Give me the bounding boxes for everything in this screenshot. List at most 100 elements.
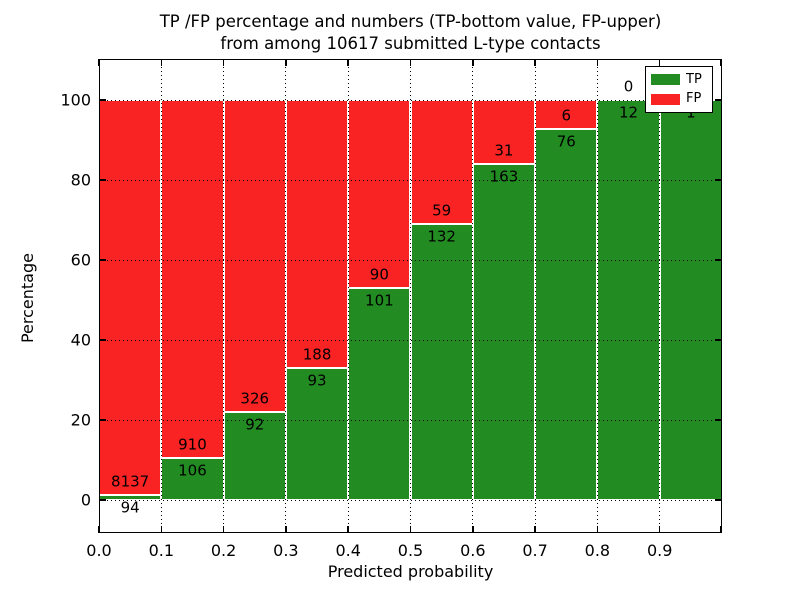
bar-tp-count-label: 76: [556, 132, 576, 151]
bar-tp-segment: [161, 458, 224, 500]
bar-fp-count-label: 910: [178, 435, 207, 454]
x-tick-label: 0.9: [646, 541, 673, 560]
axis-tick-right: [715, 99, 722, 101]
axis-tick-top: [409, 59, 412, 66]
axis-tick-right: [715, 259, 722, 261]
bar-fp-count-label: 59: [432, 201, 452, 220]
axis-tick-bottom: [222, 526, 225, 533]
axis-tick-left: [99, 499, 106, 501]
fp-legend-swatch: [651, 93, 680, 105]
axis-tick-bottom: [98, 526, 100, 533]
axis-tick-top: [347, 59, 349, 66]
axis-tick-left: [99, 259, 106, 261]
y-tick-label: 100: [60, 90, 91, 110]
chart-title-line2: from among 10617 submitted L-type contac…: [220, 34, 601, 53]
axis-tick-bottom: [534, 526, 536, 533]
y-tick-label: 40: [70, 330, 91, 350]
bar-fp-segment: [223, 100, 286, 412]
y-tick-label: 80: [70, 170, 91, 190]
axis-tick-bottom: [719, 526, 722, 533]
axis-tick-top: [658, 59, 661, 66]
x-tick-label: 0.6: [460, 541, 486, 560]
y-tick-label: 0: [80, 490, 91, 510]
axis-tick-bottom: [285, 526, 287, 533]
bar-fp-segment: [99, 100, 162, 496]
chart-title: TP /FP percentage and numbers (TP-bottom…: [99, 11, 722, 55]
bar-fp-segment: [472, 100, 536, 164]
axis-tick-bottom: [160, 526, 163, 533]
axis-tick-bottom: [472, 526, 474, 533]
bar-tp-segment: [472, 163, 536, 500]
bar-tp-segment: [223, 411, 286, 500]
gridline-v: [659, 59, 661, 533]
gridline-v: [534, 59, 536, 533]
x-tick-label: 0.0: [86, 541, 112, 560]
bar-tp-segment: [535, 129, 598, 500]
axis-tick-top: [472, 59, 474, 66]
axis-tick-bottom: [596, 526, 599, 533]
axis-tick-right: [715, 499, 722, 501]
bar-tp-count-label: 132: [427, 227, 456, 246]
gridline-v: [410, 59, 411, 533]
bar-tp-count-label: 163: [489, 167, 519, 186]
bar-tp-segment: [410, 223, 473, 500]
axis-tick-top: [596, 59, 599, 66]
bar-fp-count-label: 0: [623, 77, 634, 96]
gridline-v: [596, 59, 598, 533]
bar-fp-count-label: 90: [369, 265, 389, 284]
tp-legend-swatch: [651, 74, 680, 86]
bar-fp-count-label: 6: [561, 106, 572, 125]
bar-tp-segment: [597, 100, 660, 500]
gridline-v: [347, 59, 349, 533]
bar-tp-count-label: 92: [245, 415, 265, 434]
bar-tp-segment: [348, 288, 411, 500]
bar-tp-segment: [659, 100, 722, 500]
x-tick-label: 0.1: [148, 541, 175, 560]
axis-tick-left: [99, 99, 106, 101]
bar-tp-count-label: 106: [178, 461, 207, 480]
bar-tp-segment: [285, 367, 349, 500]
x-tick-label: 0.4: [335, 541, 361, 560]
y-tick-label: 60: [70, 250, 91, 270]
bar-fp-count-label: 188: [302, 345, 332, 364]
axis-tick-bottom: [658, 526, 661, 533]
legend-entry: FP: [651, 92, 707, 106]
gridline-v: [160, 59, 162, 533]
y-tick-label: 20: [70, 410, 91, 430]
bar-fp-segment: [348, 100, 411, 289]
plot-area: TP FP 8137 94 910 106 326 92 188 93 90 101 59 132 31 1…: [98, 59, 722, 533]
axis-tick-top: [285, 59, 287, 66]
bar-fp-count-label: 326: [240, 389, 270, 408]
axis-tick-top: [719, 59, 722, 66]
gridline-v: [285, 59, 287, 533]
axis-tick-left: [99, 339, 106, 341]
x-tick-label: 0.2: [210, 541, 237, 560]
x-tick-label: 0.5: [397, 541, 424, 560]
axis-tick-right: [715, 339, 722, 341]
bar-fp-segment: [410, 100, 473, 224]
axis-tick-bottom: [409, 526, 412, 533]
axis-tick-right: [715, 179, 722, 181]
legend-entry-label: FP: [686, 91, 702, 107]
axis-tick-left: [99, 179, 106, 181]
axis-tick-right: [715, 419, 722, 421]
bar-tp-count-label: 93: [307, 371, 327, 390]
axis-tick-top: [534, 59, 536, 66]
legend-entry-label: TP: [686, 71, 702, 87]
bar-fp-count-label: 31: [494, 141, 514, 160]
axis-tick-top: [222, 59, 225, 66]
y-axis-label: Percentage: [18, 253, 37, 344]
axis-tick-top: [160, 59, 163, 66]
axis-tick-top: [98, 59, 100, 66]
bar-tp-count-label: 94: [120, 498, 140, 517]
legend-entry: TP: [651, 71, 707, 87]
x-tick-label: 0.8: [584, 541, 611, 560]
x-tick-label: 0.7: [522, 541, 548, 560]
bar-fp-count-label: 8137: [111, 472, 150, 491]
bar-fp-segment: [285, 100, 349, 368]
bar-fp-segment: [161, 100, 224, 459]
x-axis-label: Predicted probability: [327, 562, 494, 581]
bar-fp-segment: [535, 100, 598, 130]
bar-tp-count-label: 101: [365, 291, 394, 310]
